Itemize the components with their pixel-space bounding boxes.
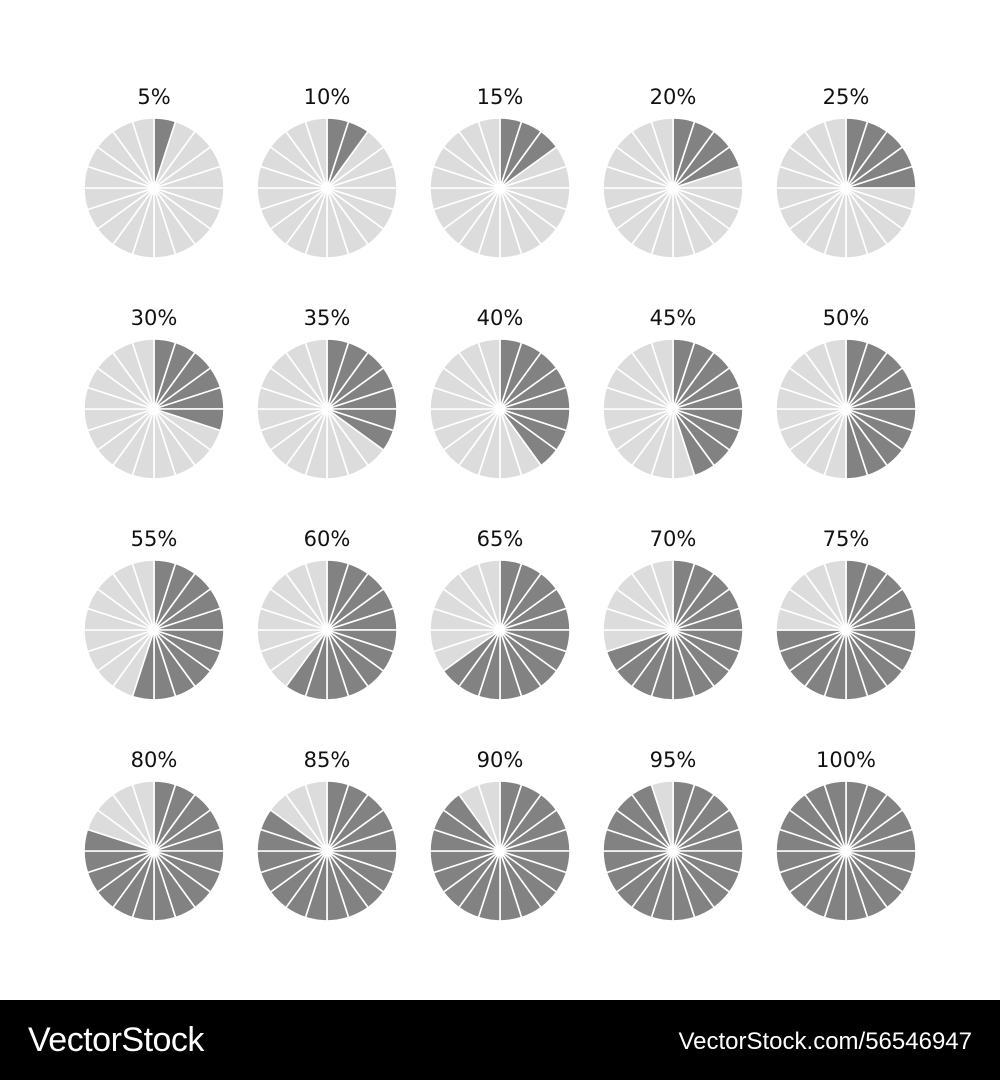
pie-label: 35%: [304, 306, 351, 330]
empty-slice: [131, 338, 155, 410]
pie-chart-50: 50%: [775, 306, 917, 480]
pie-chart-90: 90%: [429, 748, 571, 922]
pie-label: 10%: [304, 85, 351, 109]
pie-chart-60: 60%: [256, 527, 398, 701]
empty-slice: [477, 559, 501, 631]
pie-label: 5%: [137, 85, 170, 109]
pie-label: 25%: [823, 85, 870, 109]
pie-label: 80%: [131, 748, 178, 772]
empty-slice: [650, 117, 674, 189]
pie-label: 100%: [816, 748, 876, 772]
pie-label: 95%: [650, 748, 697, 772]
pie-label: 75%: [823, 527, 870, 551]
pie-chart-20: 20%: [602, 85, 744, 259]
pie-chart-95: 95%: [602, 748, 744, 922]
empty-slice: [304, 559, 328, 631]
empty-slice: [131, 559, 155, 631]
pie-label: 85%: [304, 748, 351, 772]
empty-slice: [650, 559, 674, 631]
pie-label: 70%: [650, 527, 697, 551]
empty-slice: [304, 117, 328, 189]
pie-chart-35: 35%: [256, 306, 398, 480]
empty-slice: [477, 117, 501, 189]
empty-slice: [304, 338, 328, 410]
empty-slice: [650, 780, 674, 852]
filled-slice: [823, 780, 847, 852]
pie-chart-10: 10%: [256, 85, 398, 259]
pie-label: 50%: [823, 306, 870, 330]
watermark-footer: VectorStock VectorStock.com/56546947: [0, 1000, 1000, 1080]
empty-slice: [823, 559, 847, 631]
pie-label: 45%: [650, 306, 697, 330]
empty-slice: [477, 338, 501, 410]
pie-chart-30: 30%: [83, 306, 225, 480]
empty-slice: [131, 117, 155, 189]
pie-chart-85: 85%: [256, 748, 398, 922]
empty-slice: [650, 338, 674, 410]
pie-label: 30%: [131, 306, 178, 330]
pie-label: 55%: [131, 527, 178, 551]
pie-chart-25: 25%: [775, 85, 917, 259]
footer-image-id: VectorStock.com/56546947: [678, 1028, 972, 1055]
pie-label: 65%: [477, 527, 524, 551]
pie-chart-45: 45%: [602, 306, 744, 480]
pie-chart-100: 100%: [775, 748, 917, 922]
pie-chart-5: 5%: [83, 85, 225, 259]
empty-slice: [477, 780, 501, 852]
pie-chart-grid-svg: 5% 10% 15% 20% 25% 30% 35% 40% 45% 50% 55% 60% 65% 70…: [83, 85, 917, 922]
pie-chart-70: 70%: [602, 527, 744, 701]
empty-slice: [304, 780, 328, 852]
pie-label: 90%: [477, 748, 524, 772]
empty-slice: [823, 338, 847, 410]
pie-label: 60%: [304, 527, 351, 551]
pie-chart-75: 75%: [775, 527, 917, 701]
empty-slice: [131, 780, 155, 852]
pie-chart-40: 40%: [429, 306, 571, 480]
pie-label: 20%: [650, 85, 697, 109]
pie-chart-15: 15%: [429, 85, 571, 259]
empty-slice: [823, 117, 847, 189]
footer-brand-logo: VectorStock: [28, 1021, 204, 1059]
pie-chart-grid: 5% 10% 15% 20% 25% 30% 35% 40% 45% 50% 55% 60% 65% 70…: [83, 85, 917, 922]
pie-label: 15%: [477, 85, 524, 109]
pie-chart-55: 55%: [83, 527, 225, 701]
pie-chart-65: 65%: [429, 527, 571, 701]
pie-label: 40%: [477, 306, 524, 330]
pie-chart-80: 80%: [83, 748, 225, 922]
